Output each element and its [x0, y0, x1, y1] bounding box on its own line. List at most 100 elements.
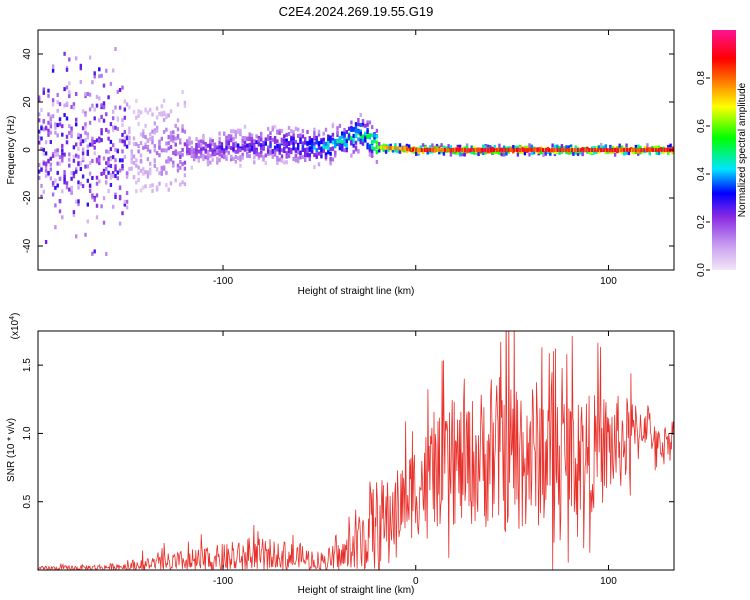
- snr-frame: [37, 330, 675, 571]
- heatmap-cell: [306, 149, 309, 154]
- heatmap-cell: [40, 183, 43, 188]
- heatmap-cell: [375, 134, 379, 139]
- heatmap-ridge-cell: [463, 148, 467, 152]
- heatmap-ridge-cell: [466, 148, 469, 152]
- heatmap-cell: [324, 145, 328, 150]
- heatmap-cell: [285, 160, 288, 165]
- heatmap-cell: [49, 156, 52, 161]
- heatmap-cell: [341, 139, 344, 144]
- heatmap-ridge-cell: [481, 148, 484, 152]
- heatmap-ridge-cell: [605, 148, 608, 152]
- heatmap-cell: [190, 165, 193, 170]
- heatmap-cell: [84, 164, 87, 169]
- heatmap-cell: [174, 136, 177, 141]
- heatmap-cell: [623, 151, 626, 156]
- heatmap-cell: [114, 164, 117, 169]
- heatmap-cell: [118, 221, 122, 226]
- heatmap-cell: [102, 196, 106, 201]
- heatmap-cell: [135, 142, 138, 147]
- heatmap-cell: [366, 127, 369, 132]
- heatmap-cell: [565, 145, 568, 150]
- heatmap-cell: [625, 150, 628, 155]
- heatmap-cell: [285, 144, 288, 149]
- heatmap-cell: [44, 140, 48, 145]
- heatmap-ytick-label: 20: [22, 96, 33, 108]
- heatmap-cell: [38, 175, 41, 180]
- heatmap-cell: [105, 174, 108, 179]
- heatmap-cell: [98, 136, 101, 141]
- snr-scale-note: (x104): [9, 313, 21, 340]
- heatmap-cell: [297, 142, 300, 147]
- heatmap-cell: [234, 159, 237, 164]
- heatmap-ridge-cell: [568, 148, 571, 152]
- heatmap-cell: [162, 148, 166, 153]
- heatmap-cell: [202, 153, 205, 158]
- heatmap-cell: [195, 137, 198, 142]
- heatmap-cell: [625, 143, 628, 148]
- heatmap-cell: [257, 142, 261, 147]
- heatmap-cell: [234, 141, 237, 146]
- heatmap-cell: [91, 158, 94, 163]
- heatmap-cell: [225, 145, 228, 150]
- heatmap-cell: [112, 204, 115, 209]
- heatmap-cell: [375, 140, 379, 145]
- heatmap-cell: [609, 145, 612, 150]
- heatmap-cell: [354, 129, 358, 134]
- heatmap-cell: [151, 135, 154, 140]
- heatmap-ridge-cell: [608, 148, 611, 152]
- heatmap-cell: [637, 144, 640, 149]
- heatmap-cell: [81, 147, 85, 152]
- heatmap-cell: [169, 135, 173, 140]
- heatmap-cell: [269, 136, 272, 140]
- heatmap-cell: [144, 184, 147, 189]
- heatmap-cell: [169, 109, 173, 114]
- heatmap-ridge-cell: [547, 148, 550, 152]
- heatmap-cell: [58, 176, 62, 181]
- heatmap-cell: [287, 149, 291, 154]
- heatmap-cell: [528, 143, 531, 148]
- heatmap-cell: [68, 157, 71, 162]
- heatmap-cell: [132, 160, 136, 165]
- heatmap-cell: [449, 152, 453, 157]
- heatmap-cell: [181, 152, 184, 157]
- heatmap-cell: [160, 165, 163, 170]
- heatmap-cell: [132, 175, 136, 180]
- heatmap-cell: [435, 143, 439, 148]
- heatmap-ytick-label: -40: [22, 238, 33, 253]
- heatmap-cell: [91, 80, 94, 85]
- heatmap-cell: [186, 143, 189, 148]
- heatmap-cell: [606, 149, 610, 154]
- heatmap-cell: [135, 180, 138, 185]
- heatmap-cell: [230, 137, 233, 142]
- heatmap-cell: [253, 146, 256, 151]
- heatmap-cell: [100, 204, 103, 209]
- heatmap-cell: [105, 112, 108, 117]
- heatmap-cell: [179, 151, 182, 155]
- heatmap-cell: [223, 131, 226, 136]
- heatmap-cell: [84, 92, 87, 97]
- heatmap-cell: [88, 142, 92, 147]
- heatmap-cell: [345, 130, 348, 134]
- heatmap-cell: [250, 137, 254, 142]
- heatmap-cell: [230, 129, 233, 134]
- heatmap-cell: [139, 188, 143, 193]
- heatmap-ridge-cell: [620, 148, 623, 152]
- heatmap-cell: [68, 152, 71, 157]
- heatmap-cell: [456, 150, 459, 155]
- heatmap-cell: [438, 150, 441, 155]
- heatmap-cell: [287, 125, 291, 130]
- heatmap-cell: [322, 131, 325, 136]
- heatmap-cell: [86, 202, 89, 207]
- heatmap-cell: [433, 149, 436, 154]
- snr-xtick-label: 100: [600, 576, 617, 587]
- heatmap-cell: [338, 123, 342, 128]
- heatmap-cell: [54, 203, 57, 208]
- heatmap-cell: [51, 68, 55, 73]
- heatmap-cell: [68, 130, 71, 135]
- heatmap-cell: [93, 145, 96, 150]
- heatmap-cell: [86, 135, 89, 140]
- heatmap-cell: [327, 150, 330, 155]
- heatmap-cell: [149, 136, 152, 141]
- heatmap-cell: [195, 142, 198, 147]
- heatmap-cell: [49, 176, 52, 181]
